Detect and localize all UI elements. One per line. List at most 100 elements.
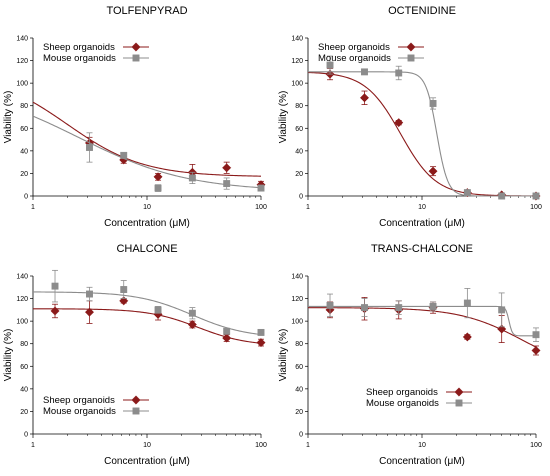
x-tick-label: 1 bbox=[306, 442, 310, 449]
legend-label: Sheep organoids bbox=[43, 42, 115, 53]
x-axis-label: Concentration (μM) bbox=[104, 456, 190, 467]
y-tick-label: 60 bbox=[20, 126, 28, 133]
legend-label: Mouse organoids bbox=[366, 398, 439, 409]
y-tick-label: 100 bbox=[16, 81, 28, 88]
y-tick-label: 0 bbox=[299, 194, 303, 201]
legend-marker bbox=[455, 399, 463, 407]
legend-marker bbox=[406, 42, 416, 52]
data-point bbox=[222, 163, 232, 173]
fit-curve bbox=[307, 307, 537, 348]
x-axis-label: Concentration (μM) bbox=[379, 456, 465, 467]
y-tick-label: 20 bbox=[295, 171, 303, 178]
y-tick-label: 140 bbox=[291, 274, 303, 281]
data-point bbox=[463, 299, 471, 307]
data-point bbox=[395, 304, 403, 312]
y-tick-label: 140 bbox=[291, 36, 303, 43]
data-point bbox=[223, 327, 231, 335]
data-point bbox=[498, 306, 506, 314]
data-point bbox=[257, 184, 265, 192]
y-tick-label: 80 bbox=[295, 103, 303, 110]
chart-panel-1: TOLFENPYRAD 0 20 40 60 80 100 120 140 1 10 100 Conce… bbox=[3, 5, 267, 229]
y-tick-label: 40 bbox=[20, 386, 28, 393]
data-point bbox=[428, 166, 438, 176]
data-point bbox=[154, 184, 162, 192]
y-tick-label: 60 bbox=[295, 364, 303, 371]
legend-marker bbox=[454, 387, 464, 397]
chart-title: TRANS-CHALCONE bbox=[371, 243, 473, 255]
chart-panel-3: CHALCONE 0 20 40 60 80 100 120 140 1 10 100 Concentr… bbox=[3, 243, 267, 467]
x-tick-label: 10 bbox=[143, 204, 151, 211]
data-point bbox=[462, 332, 472, 342]
series-sheep bbox=[307, 68, 541, 201]
y-tick-label: 80 bbox=[20, 103, 28, 110]
legend-marker bbox=[132, 54, 140, 62]
y-tick-label: 20 bbox=[20, 171, 28, 178]
x-tick-label: 1 bbox=[306, 204, 310, 211]
y-tick-label: 40 bbox=[20, 148, 28, 155]
y-tick-label: 20 bbox=[20, 409, 28, 416]
data-point bbox=[361, 68, 368, 76]
data-point bbox=[120, 286, 128, 293]
data-point bbox=[326, 61, 334, 69]
y-tick-label: 100 bbox=[291, 319, 303, 326]
data-point bbox=[256, 338, 266, 348]
x-tick-label: 10 bbox=[418, 204, 426, 211]
data-point bbox=[532, 192, 540, 200]
x-tick-label: 1 bbox=[31, 442, 35, 449]
series-mouse bbox=[308, 55, 540, 200]
x-tick-label: 100 bbox=[255, 204, 267, 211]
y-tick-label: 120 bbox=[291, 58, 303, 65]
y-axis-label: Viability (%) bbox=[278, 91, 289, 144]
data-point bbox=[532, 331, 540, 339]
data-point bbox=[188, 309, 196, 317]
data-point bbox=[50, 306, 60, 316]
data-point bbox=[463, 189, 471, 197]
fit-curve bbox=[32, 291, 262, 336]
data-point bbox=[498, 192, 506, 200]
series-sheep bbox=[33, 296, 266, 348]
fit-curve bbox=[32, 115, 262, 189]
legend-label: Sheep organoids bbox=[318, 42, 390, 53]
series-sheep bbox=[32, 101, 266, 190]
legend-label: Mouse organoids bbox=[43, 406, 116, 417]
fit-curve bbox=[33, 308, 262, 344]
y-tick-label: 140 bbox=[16, 274, 28, 281]
data-point bbox=[257, 328, 265, 336]
series-mouse bbox=[32, 269, 265, 336]
y-tick-label: 80 bbox=[20, 341, 28, 348]
y-tick-label: 140 bbox=[16, 36, 28, 43]
data-point bbox=[326, 301, 334, 309]
y-tick-label: 0 bbox=[299, 432, 303, 439]
data-point bbox=[187, 319, 197, 330]
legend-marker bbox=[131, 42, 141, 52]
data-point bbox=[188, 174, 196, 182]
data-point bbox=[86, 290, 93, 298]
data-point bbox=[153, 172, 163, 182]
x-tick-label: 10 bbox=[418, 442, 426, 449]
y-tick-label: 60 bbox=[20, 364, 28, 371]
data-point bbox=[394, 118, 404, 128]
x-axis-label: Concentration (μM) bbox=[379, 218, 465, 229]
legend-label: Sheep organoids bbox=[43, 395, 115, 406]
chart-title: OCTENIDINE bbox=[388, 5, 456, 17]
x-tick-label: 100 bbox=[255, 442, 267, 449]
series-mouse bbox=[308, 288, 540, 342]
data-point bbox=[361, 304, 368, 312]
chart-title: TOLFENPYRAD bbox=[106, 5, 187, 17]
legend-marker bbox=[132, 407, 140, 415]
x-tick-label: 100 bbox=[530, 204, 542, 211]
series-mouse bbox=[32, 115, 265, 192]
x-tick-label: 10 bbox=[143, 442, 151, 449]
y-tick-label: 20 bbox=[295, 409, 303, 416]
legend-marker bbox=[407, 54, 415, 62]
x-tick-label: 100 bbox=[530, 442, 542, 449]
fit-curve bbox=[32, 101, 262, 177]
data-point bbox=[86, 144, 93, 151]
legend-label: Mouse organoids bbox=[43, 53, 116, 64]
y-tick-label: 0 bbox=[24, 432, 28, 439]
data-point bbox=[531, 345, 541, 356]
